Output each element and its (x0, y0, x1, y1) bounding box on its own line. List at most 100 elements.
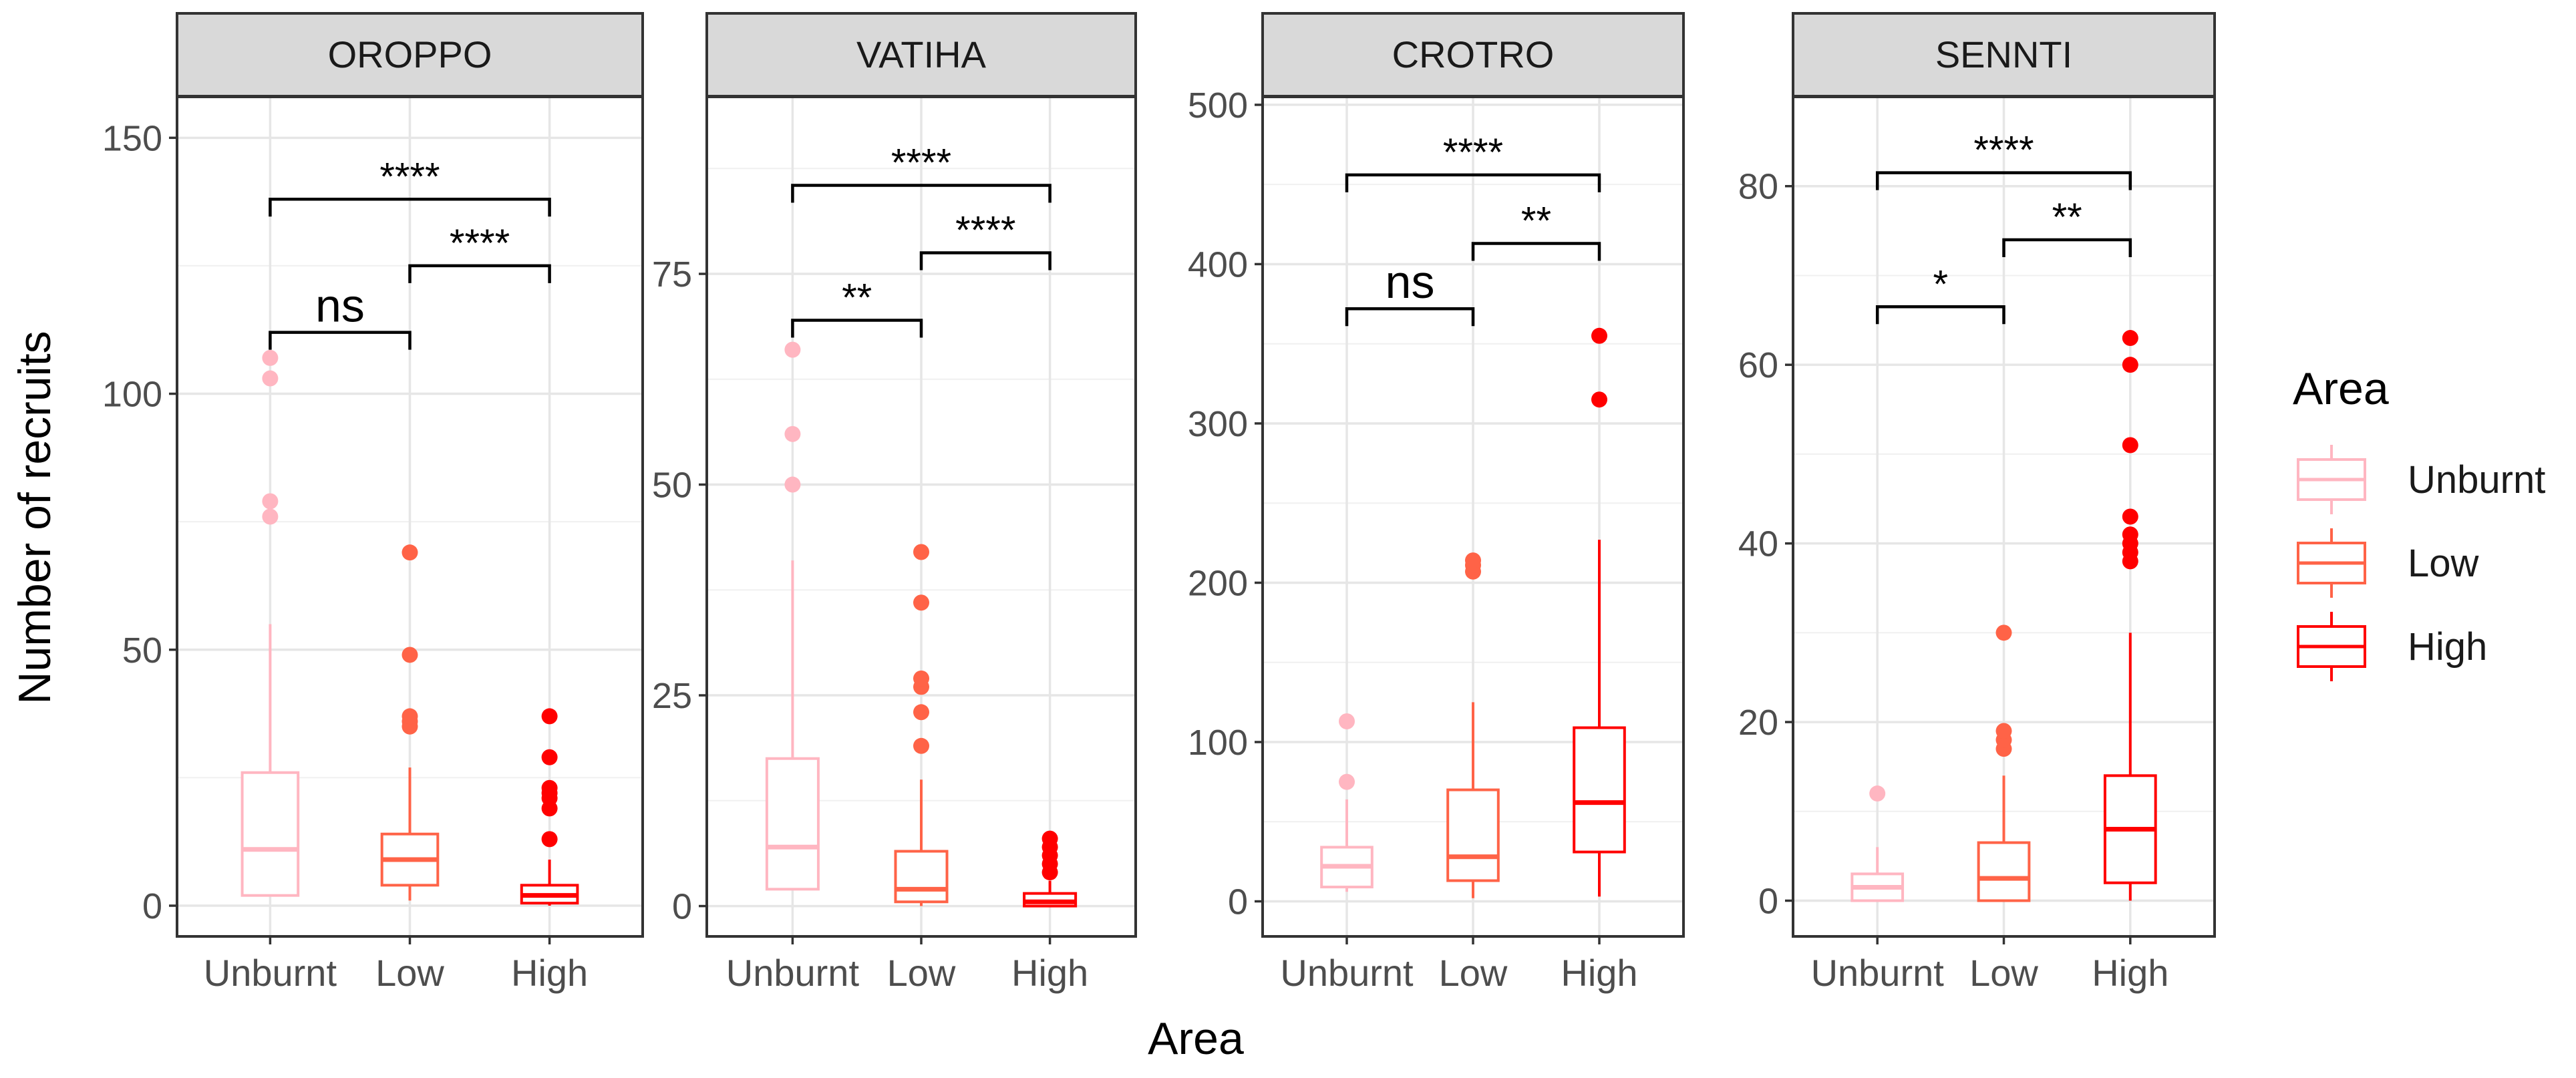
y-tick-label: 200 (1188, 563, 1248, 603)
outlier-point (1869, 785, 1886, 802)
outlier-point (401, 647, 418, 663)
box-high (2103, 330, 2157, 901)
outlier-point (2122, 526, 2138, 543)
outlier-point (262, 508, 279, 525)
outlier-point (541, 708, 558, 725)
bracket-line (1345, 307, 1475, 327)
y-tick-label: 500 (1188, 85, 1248, 126)
x-tick-label: Unburnt (1280, 952, 1414, 994)
legend-label: Unburnt (2408, 458, 2545, 502)
outlier-point (401, 708, 418, 725)
strip-header (1261, 12, 1685, 98)
outlier-point (913, 544, 929, 560)
outlier-point (1591, 327, 1607, 344)
y-tick-label: 80 (1738, 167, 1778, 207)
x-tick-label: Unburnt (204, 952, 337, 994)
significance-label: **** (955, 208, 1015, 252)
y-tick-label: 50 (652, 466, 692, 506)
strip-title: CROTRO (1392, 33, 1555, 75)
y-tick-label: 0 (1228, 882, 1248, 922)
y-axis-title: Number of recruits (9, 331, 60, 704)
outlier-point (1465, 552, 1481, 569)
strip-title: SENNTI (1935, 33, 2072, 75)
x-tick-label: High (511, 952, 588, 994)
legend-label: High (2408, 625, 2487, 669)
significance-bracket: **** (1345, 131, 1601, 192)
bracket-line (1875, 305, 2005, 325)
bracket-line (269, 198, 551, 217)
significance-bracket: ** (2002, 196, 2132, 257)
strip-header (176, 12, 644, 98)
significance-label: **** (379, 155, 440, 198)
strip-header (1792, 12, 2216, 98)
y-tick-label: 0 (672, 887, 692, 927)
significance-label: **** (891, 142, 951, 185)
legend-item-unburnt: Unburnt (2297, 445, 2545, 514)
box-low (894, 544, 949, 906)
strip-title: VATIHA (856, 33, 987, 75)
y-tick-label: 75 (652, 254, 692, 295)
significance-bracket: **** (791, 142, 1052, 203)
significance-label: ** (2052, 196, 2082, 239)
outlier-point (2122, 508, 2138, 525)
box-low (380, 544, 440, 901)
outlier-point (262, 349, 279, 366)
bracket-line (919, 251, 1052, 271)
bracket-line (791, 319, 923, 338)
x-tick-label: High (1561, 952, 1637, 994)
x-tick-label: High (2092, 952, 2168, 994)
y-tick-label: 300 (1188, 404, 1248, 444)
significance-bracket: ns (1345, 256, 1475, 327)
y-tick-label: 60 (1738, 345, 1778, 385)
outlier-point (913, 670, 929, 687)
significance-bracket: ** (1471, 199, 1601, 261)
legend: Area Unburnt Low High (2293, 363, 2545, 681)
outlier-point (1591, 391, 1607, 408)
y-tick-label: 100 (102, 375, 162, 415)
y-tick-label: 100 (1188, 723, 1248, 763)
significance-bracket: ** (791, 276, 923, 338)
x-tick-label: Unburnt (1811, 952, 1945, 994)
panel-oroppo: OROPPO 0 50 100 150 ns ******** Unburnt Low High (102, 12, 644, 994)
legend-item-low: Low (2297, 528, 2480, 598)
box-iqr (765, 757, 820, 891)
bracket-line (408, 264, 551, 283)
y-tick-label: 50 (122, 631, 162, 671)
box-unburnt (1850, 785, 1905, 902)
outlier-point (262, 370, 279, 387)
outlier-point (401, 544, 418, 561)
box-iqr (894, 850, 949, 904)
box-unburnt (240, 349, 300, 897)
outlier-point (2122, 437, 2138, 454)
strip-header (705, 12, 1137, 98)
box-iqr (1977, 841, 2031, 902)
bracket-line (1875, 171, 2132, 190)
x-tick-label: Low (1969, 952, 2038, 994)
significance-label: **** (1973, 129, 2034, 172)
bracket-line (2002, 238, 2132, 257)
outlier-point (913, 704, 929, 721)
box-high (520, 708, 579, 906)
box-iqr (1446, 788, 1500, 882)
box-unburnt (1320, 713, 1374, 892)
outlier-point (784, 341, 801, 358)
significance-label: ns (1386, 256, 1435, 308)
significance-label: ** (1521, 199, 1551, 242)
y-tick-label: 400 (1188, 244, 1248, 285)
box-low (1446, 552, 1500, 898)
box-high (1573, 327, 1626, 897)
significance-bracket: **** (919, 208, 1052, 271)
significance-label: ns (315, 280, 365, 332)
box-high (1023, 830, 1078, 908)
box-iqr (240, 771, 300, 897)
x-tick-label: Low (375, 952, 444, 994)
bracket-line (269, 331, 412, 350)
outlier-point (541, 749, 558, 765)
outlier-point (2122, 357, 2138, 373)
y-tick-label: 0 (142, 886, 162, 926)
box-iqr (1573, 726, 1626, 854)
outlier-point (1339, 773, 1355, 790)
